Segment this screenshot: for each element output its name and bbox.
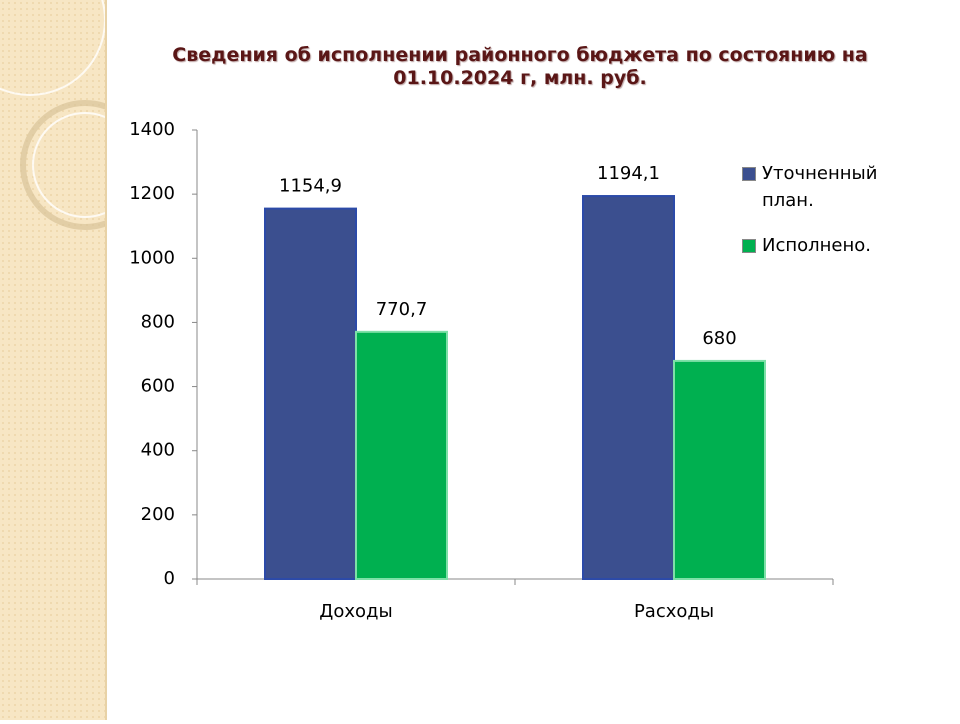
legend-item: Исполнено. bbox=[742, 232, 912, 259]
data-label: 680 bbox=[702, 328, 736, 349]
legend-label: Исполнено. bbox=[762, 235, 871, 256]
chart-title: Сведения об исполнении районного бюджета… bbox=[172, 44, 868, 89]
legend: Уточненный план. Исполнено. bbox=[742, 160, 912, 277]
y-tick-label: 800 bbox=[141, 311, 175, 332]
y-tick-label: 1000 bbox=[129, 247, 175, 268]
legend-swatch bbox=[742, 239, 756, 253]
x-tick-label: Доходы bbox=[319, 601, 392, 622]
data-label: 1154,9 bbox=[279, 176, 342, 197]
x-tick-label: Расходы bbox=[634, 601, 714, 622]
bar bbox=[673, 359, 766, 580]
legend-swatch bbox=[742, 167, 756, 181]
y-tick-label: 400 bbox=[141, 440, 175, 461]
y-tick-label: 600 bbox=[141, 376, 175, 397]
y-tick-label: 200 bbox=[141, 504, 175, 525]
bar bbox=[582, 195, 675, 580]
side-panel bbox=[0, 0, 150, 720]
legend-label: Уточненный план. bbox=[762, 163, 878, 211]
y-tick-label: 0 bbox=[164, 568, 175, 589]
y-tick-label: 1400 bbox=[129, 119, 175, 140]
y-tick-label: 1200 bbox=[129, 183, 175, 204]
bar bbox=[355, 330, 448, 580]
legend-item: Уточненный план. bbox=[742, 160, 912, 214]
data-label: 1194,1 bbox=[597, 163, 660, 184]
bar bbox=[264, 207, 357, 580]
data-label: 770,7 bbox=[376, 299, 428, 320]
